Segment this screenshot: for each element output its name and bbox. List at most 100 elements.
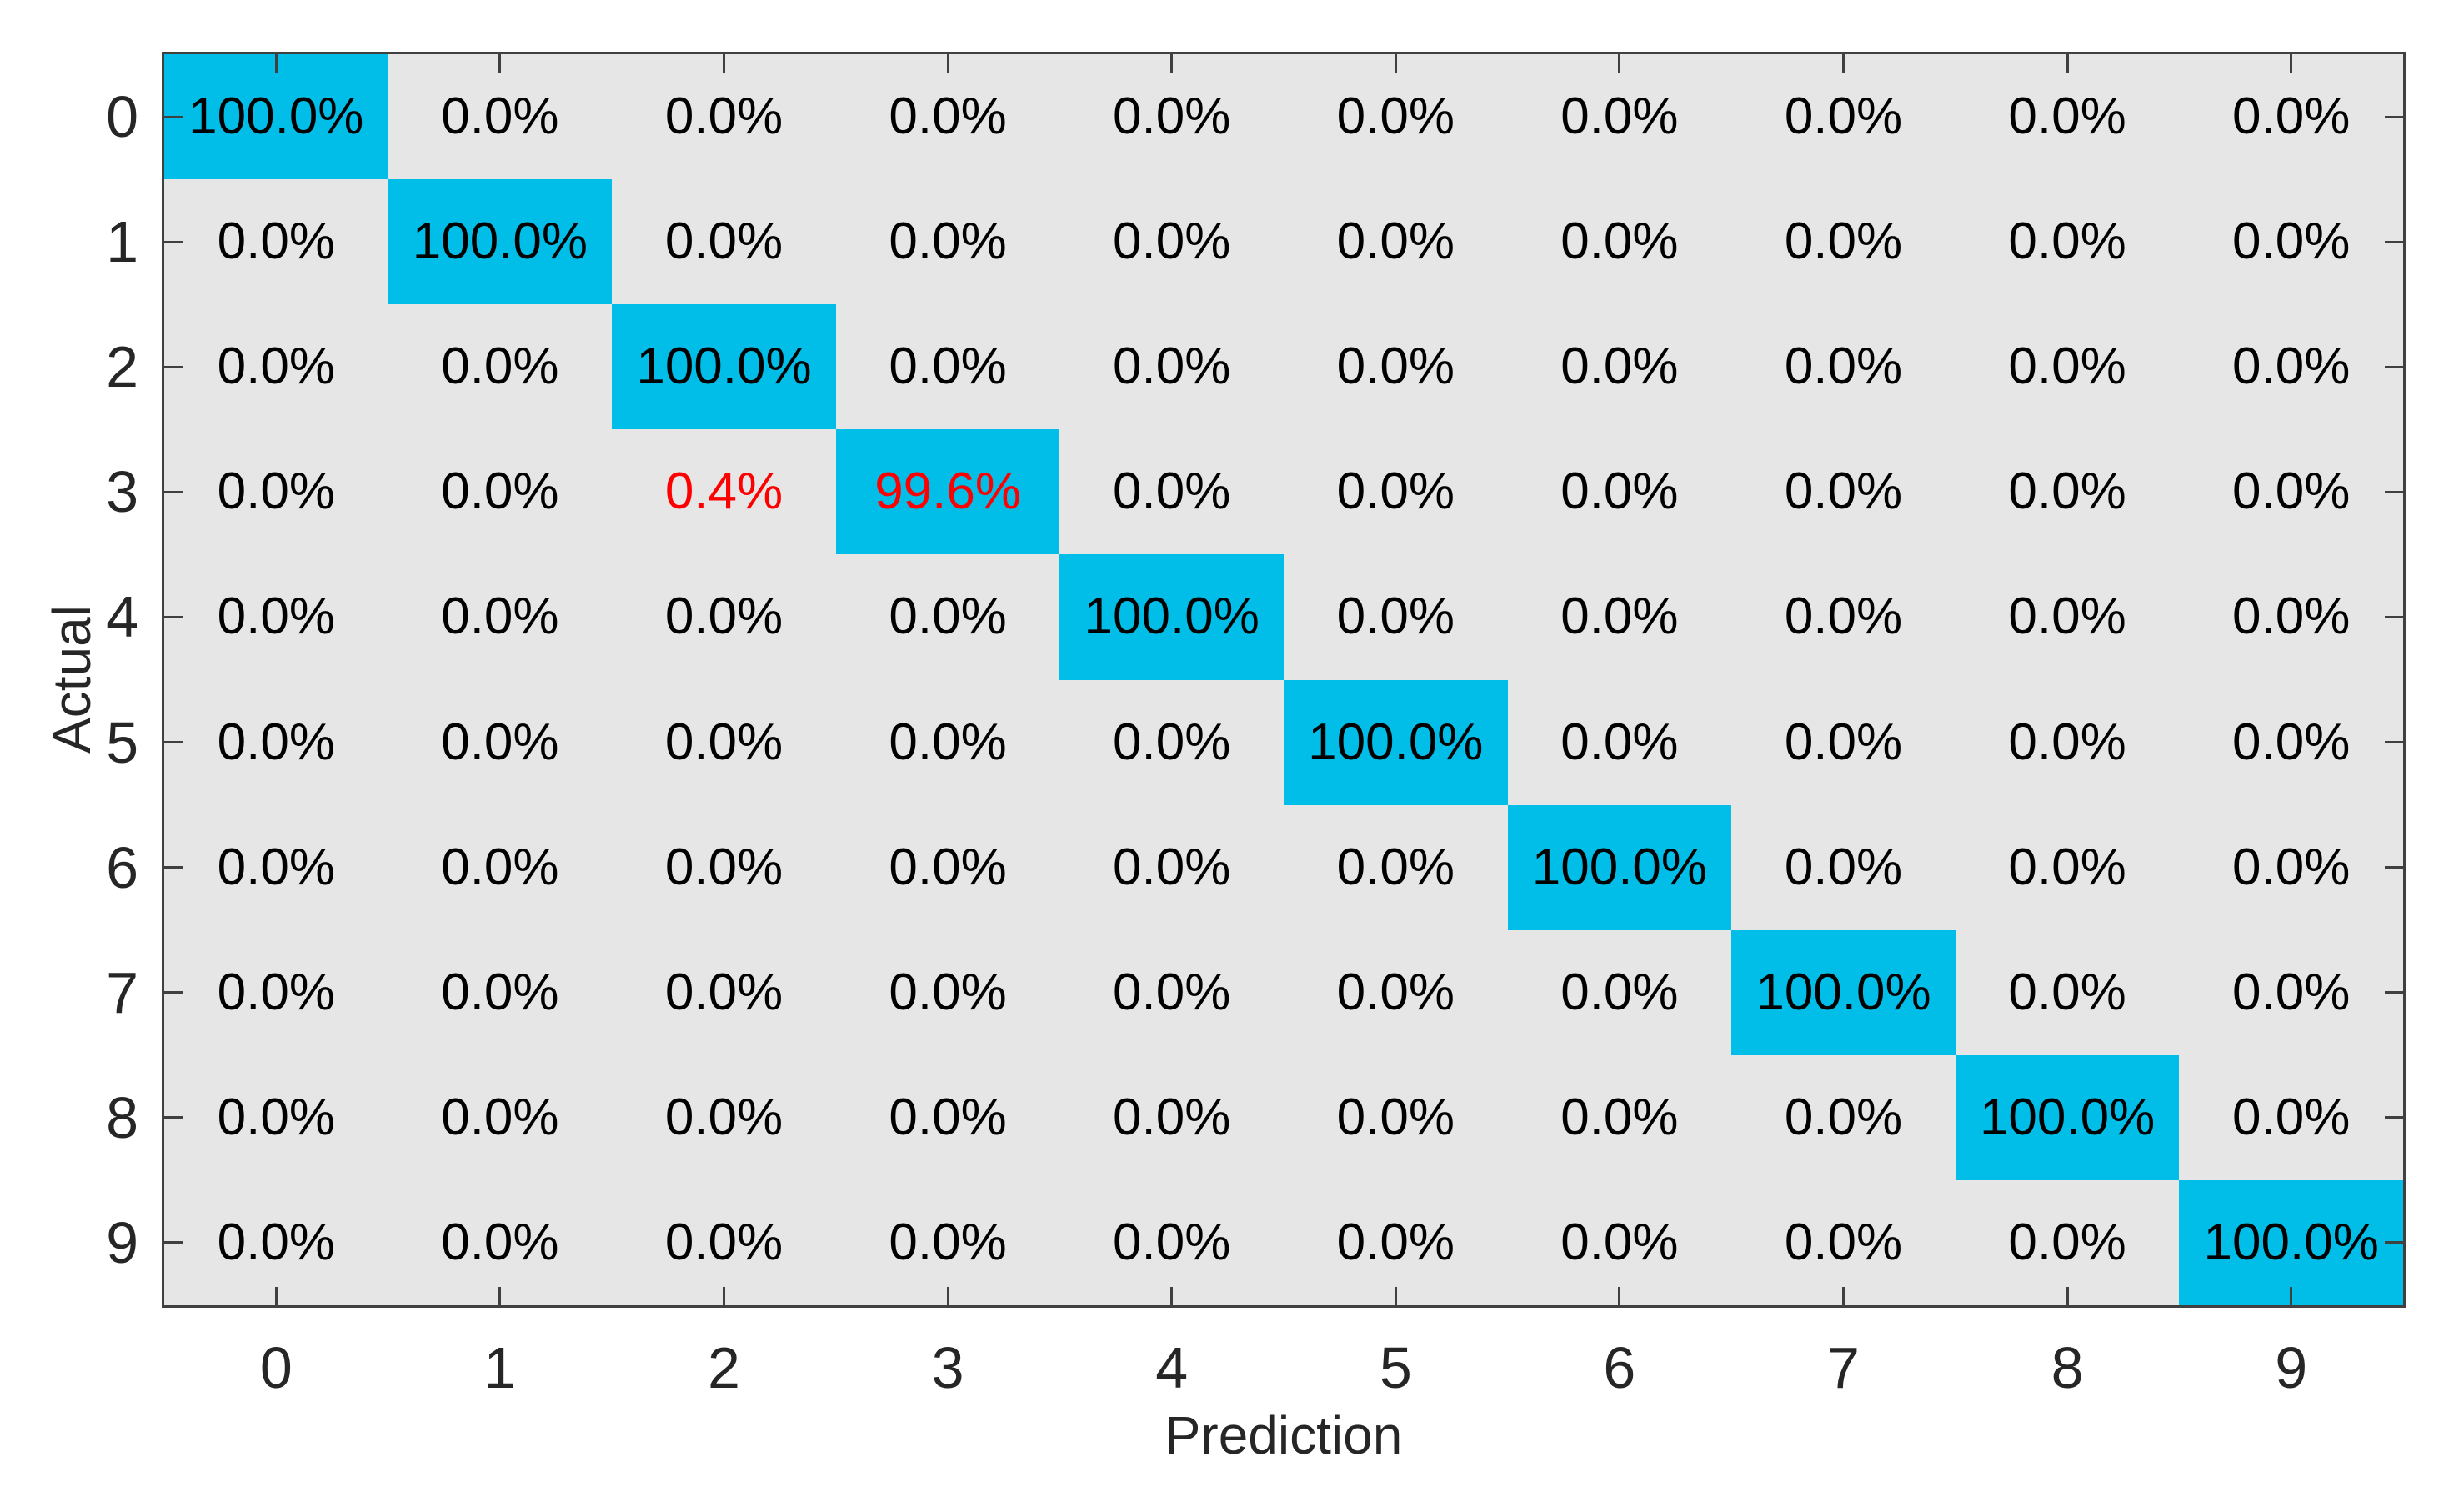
tick-mark xyxy=(164,991,183,994)
matrix-cell: 0.0% xyxy=(664,1088,784,1146)
matrix-cell: 0.0% xyxy=(2008,588,2126,646)
tick-mark xyxy=(2290,1287,2293,1305)
matrix-cell: 0.0% xyxy=(441,88,559,146)
tick-mark xyxy=(164,615,183,618)
x-tick-label: 8 xyxy=(2051,1335,2084,1400)
matrix-cell: 0.0% xyxy=(217,463,335,521)
tick-mark xyxy=(2385,240,2403,243)
tick-mark xyxy=(2385,490,2403,493)
matrix-cell: 0.0% xyxy=(2232,338,2351,396)
matrix-cell: 0.0% xyxy=(1784,713,1903,771)
tick-mark xyxy=(1618,1287,1621,1305)
x-tick-label: 6 xyxy=(1603,1335,1636,1400)
matrix-cell: 0.0% xyxy=(1113,88,1231,146)
matrix-cell: 0.0% xyxy=(1113,713,1231,771)
matrix-cell: 0.0% xyxy=(1784,1088,1903,1146)
matrix-cell: 0.0% xyxy=(217,338,335,396)
tick-mark xyxy=(2385,115,2403,118)
matrix-cell: 0.0% xyxy=(2008,838,2126,896)
tick-mark xyxy=(164,1241,183,1244)
matrix-cell: 0.0% xyxy=(664,713,784,771)
matrix-cell: 0.0% xyxy=(217,213,335,271)
matrix-cell: 0.0% xyxy=(2232,213,2351,271)
matrix-cell: 0.0% xyxy=(1784,338,1903,396)
matrix-cell: 0.0% xyxy=(1336,588,1455,646)
matrix-cell: 0.0% xyxy=(1336,463,1455,521)
tick-mark xyxy=(164,490,183,493)
matrix-cell: 0.0% xyxy=(441,588,559,646)
y-tick-label: 8 xyxy=(106,1084,138,1150)
x-tick-label: 2 xyxy=(708,1335,740,1400)
matrix-cell: 0.0% xyxy=(1784,838,1903,896)
matrix-cell: 0.0% xyxy=(1336,963,1455,1021)
matrix-cell: 0.0% xyxy=(1560,713,1679,771)
matrix-cell: 0.0% xyxy=(441,1213,559,1271)
matrix-cell: 0.0% xyxy=(441,713,559,771)
matrix-cell: 0.0% xyxy=(1560,338,1679,396)
matrix-cell: 0.0% xyxy=(664,588,784,646)
matrix-cell: 0.0% xyxy=(664,1213,784,1271)
matrix-cell: 0.0% xyxy=(2232,963,2351,1021)
matrix-cell: 0.0% xyxy=(1560,1088,1679,1146)
matrix-cell: 0.0% xyxy=(1113,1213,1231,1271)
matrix-cell: 0.0% xyxy=(2008,338,2126,396)
matrix-cell: 0.0% xyxy=(1560,1213,1679,1271)
matrix-cell: 0.0% xyxy=(2008,463,2126,521)
matrix-cell: 0.0% xyxy=(889,713,1007,771)
matrix-cell: 0.0% xyxy=(1784,588,1903,646)
matrix-cell: 100.0% xyxy=(164,54,388,180)
tick-mark xyxy=(2066,54,2069,73)
tick-mark xyxy=(164,741,183,744)
matrix-cell: 0.0% xyxy=(1560,963,1679,1021)
tick-mark xyxy=(1618,54,1621,73)
matrix-cell-grid: 100.0% 0.0% 0.0% 0.0% 0.0% 0.0% 0.0% 0.0% 0.0% 0.… xyxy=(164,54,2403,1305)
y-tick-label: 5 xyxy=(106,709,138,775)
tick-mark xyxy=(164,1116,183,1119)
plot-area: 100.0% 0.0% 0.0% 0.0% 0.0% 0.0% 0.0% 0.0% 0.0% 0.… xyxy=(162,52,2406,1308)
matrix-cell: 0.0% xyxy=(2232,588,2351,646)
matrix-cell: 0.0% xyxy=(664,88,784,146)
matrix-cell: 0.0% xyxy=(1113,963,1231,1021)
tick-mark xyxy=(2385,615,2403,618)
tick-mark xyxy=(2290,54,2293,73)
x-tick-label: 7 xyxy=(1827,1335,1860,1400)
x-tick-label: 1 xyxy=(483,1335,517,1400)
tick-mark xyxy=(1394,1287,1397,1305)
matrix-cell: 0.0% xyxy=(441,838,559,896)
tick-mark xyxy=(1842,54,1845,73)
x-tick-label: 5 xyxy=(1379,1335,1412,1400)
matrix-cell: 0.0% xyxy=(889,1088,1007,1146)
matrix-cell: 0.0% xyxy=(441,338,559,396)
matrix-cell: 0.0% xyxy=(1336,338,1455,396)
matrix-cell: 0.0% xyxy=(2232,463,2351,521)
matrix-cell: 0.0% xyxy=(889,838,1007,896)
matrix-cell: 0.0% xyxy=(889,338,1007,396)
matrix-cell: 0.0% xyxy=(1113,1088,1231,1146)
matrix-cell: 0.0% xyxy=(217,1213,335,1271)
matrix-cell: 0.0% xyxy=(664,213,784,271)
matrix-cell: 0.0% xyxy=(889,88,1007,146)
matrix-cell: 0.0% xyxy=(217,963,335,1021)
tick-mark xyxy=(1170,1287,1174,1305)
matrix-cell: 0.0% xyxy=(1784,88,1903,146)
matrix-cell: 0.0% xyxy=(217,838,335,896)
tick-mark xyxy=(2385,991,2403,994)
tick-mark xyxy=(274,54,278,73)
matrix-cell: 0.0% xyxy=(2232,88,2351,146)
matrix-cell: 100.0% xyxy=(612,304,836,430)
matrix-cell: 100.0% xyxy=(1955,1054,2180,1180)
matrix-cell: 0.0% xyxy=(1784,463,1903,521)
matrix-cell: 0.0% xyxy=(1336,1088,1455,1146)
x-tick-label: 3 xyxy=(931,1335,964,1400)
tick-mark xyxy=(1170,54,1174,73)
matrix-cell: 0.0% xyxy=(1113,463,1231,521)
matrix-cell: 0.0% xyxy=(441,1088,559,1146)
tick-mark xyxy=(2066,1287,2069,1305)
tick-mark xyxy=(498,54,502,73)
matrix-cell: 0.0% xyxy=(1113,213,1231,271)
matrix-cell: 0.0% xyxy=(2008,713,2126,771)
tick-mark xyxy=(2385,866,2403,869)
matrix-cell: 0.0% xyxy=(1784,1213,1903,1271)
matrix-cell: 0.0% xyxy=(1784,213,1903,271)
